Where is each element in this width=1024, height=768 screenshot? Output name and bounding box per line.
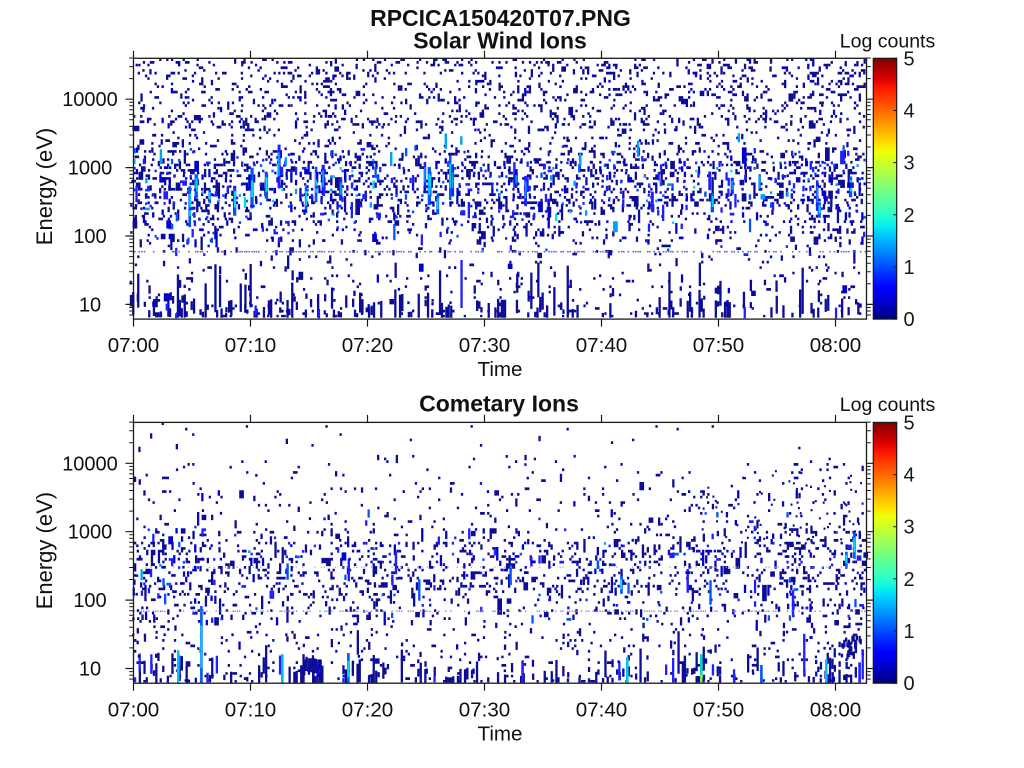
svg-text:07:20: 07:20 <box>342 698 394 721</box>
svg-text:Cometary Ions: Cometary Ions <box>419 391 579 417</box>
svg-text:5: 5 <box>904 48 915 70</box>
svg-text:07:30: 07:30 <box>459 698 511 721</box>
svg-text:2: 2 <box>904 569 915 591</box>
svg-text:1: 1 <box>904 257 915 279</box>
svg-text:Time: Time <box>478 722 523 745</box>
svg-text:Solar Wind Ions: Solar Wind Ions <box>413 28 587 54</box>
svg-text:Log counts: Log counts <box>840 394 936 416</box>
svg-text:1: 1 <box>904 621 915 643</box>
svg-text:Time: Time <box>478 358 523 381</box>
svg-text:07:40: 07:40 <box>576 698 628 721</box>
svg-text:1000: 1000 <box>68 158 113 180</box>
svg-text:3: 3 <box>904 153 915 175</box>
svg-text:4: 4 <box>904 101 915 123</box>
svg-text:0: 0 <box>904 673 915 695</box>
svg-text:4: 4 <box>904 465 915 487</box>
svg-text:07:30: 07:30 <box>459 334 511 357</box>
svg-text:07:50: 07:50 <box>693 698 745 721</box>
svg-text:07:10: 07:10 <box>225 698 277 721</box>
svg-text:07:00: 07:00 <box>108 698 160 721</box>
svg-text:RPCICA150420T07.PNG: RPCICA150420T07.PNG <box>370 5 631 31</box>
svg-text:10: 10 <box>79 659 101 681</box>
svg-text:2: 2 <box>904 205 915 227</box>
svg-text:10000: 10000 <box>62 89 118 111</box>
svg-text:1000: 1000 <box>68 522 113 544</box>
svg-text:08:00: 08:00 <box>810 334 862 357</box>
svg-text:100: 100 <box>73 590 106 612</box>
svg-text:3: 3 <box>904 517 915 539</box>
svg-text:5: 5 <box>904 412 915 434</box>
svg-text:07:20: 07:20 <box>342 334 394 357</box>
svg-text:07:40: 07:40 <box>576 334 628 357</box>
svg-text:07:10: 07:10 <box>225 334 277 357</box>
svg-text:0: 0 <box>904 309 915 331</box>
svg-text:Energy (eV): Energy (eV) <box>32 128 57 245</box>
svg-text:10000: 10000 <box>62 453 118 475</box>
svg-text:Energy (eV): Energy (eV) <box>32 492 57 609</box>
svg-text:08:00: 08:00 <box>810 698 862 721</box>
svg-text:Log counts: Log counts <box>840 30 936 52</box>
svg-text:100: 100 <box>73 226 106 248</box>
svg-text:07:50: 07:50 <box>693 334 745 357</box>
svg-text:07:00: 07:00 <box>108 334 160 357</box>
svg-text:10: 10 <box>79 294 101 316</box>
